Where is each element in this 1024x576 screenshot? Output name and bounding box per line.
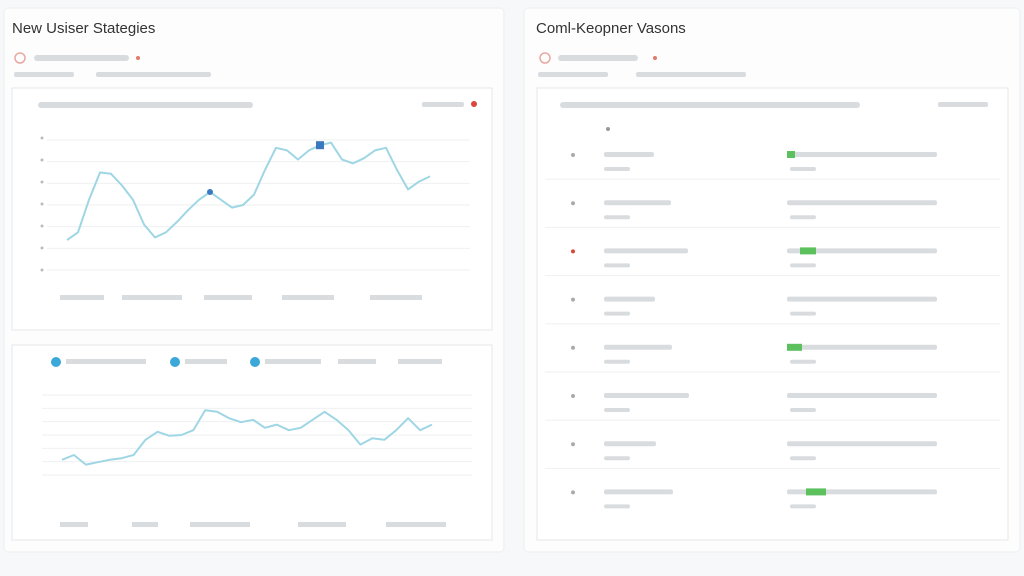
row-icon xyxy=(571,153,575,157)
row-subtext xyxy=(604,359,630,364)
row-badge xyxy=(806,488,826,496)
y-tick-dot xyxy=(40,268,44,272)
y-tick-dot xyxy=(40,180,44,184)
row-status xyxy=(787,200,937,206)
row-text xyxy=(604,489,673,495)
bottom-chart-card xyxy=(11,344,493,541)
row-text xyxy=(604,393,689,398)
row-icon xyxy=(571,297,575,302)
row-subtext xyxy=(604,504,630,509)
row-subtext xyxy=(604,311,630,316)
row-subtext xyxy=(604,408,630,412)
row-badge xyxy=(787,151,795,158)
right-toolbar xyxy=(538,52,746,77)
list-header-dot xyxy=(606,127,610,131)
row-substatus xyxy=(790,408,816,412)
y-tick-dot xyxy=(40,158,44,162)
row-substatus xyxy=(790,359,816,364)
row-icon xyxy=(571,490,575,495)
bottom-legend xyxy=(51,357,442,367)
row-status xyxy=(787,248,937,254)
row-substatus xyxy=(790,504,816,509)
row-subtext xyxy=(604,456,630,461)
bottom-axis xyxy=(60,522,446,527)
row-text xyxy=(604,441,656,447)
row-substatus xyxy=(790,311,816,316)
row-badge xyxy=(800,247,816,255)
row-substatus xyxy=(790,215,816,220)
row-text xyxy=(604,296,655,302)
top-chart-card xyxy=(11,87,493,331)
line xyxy=(66,141,431,241)
row-text xyxy=(604,344,672,350)
point-marker xyxy=(316,141,324,150)
row-status xyxy=(787,296,937,302)
row-substatus xyxy=(790,456,816,461)
top-axis xyxy=(60,295,422,300)
left-title: New Usiser Stategies xyxy=(12,20,155,37)
row-subtext xyxy=(604,263,630,268)
row-status xyxy=(787,344,937,350)
left-toolbar xyxy=(14,52,211,77)
row-status xyxy=(787,393,937,398)
row-substatus xyxy=(790,167,816,171)
legend xyxy=(422,102,464,107)
row-text xyxy=(604,248,688,254)
row-status xyxy=(787,441,937,447)
chart-caption xyxy=(38,102,253,108)
row-icon xyxy=(571,249,575,254)
row-icon xyxy=(571,201,575,206)
point-marker xyxy=(207,189,213,195)
row-icon xyxy=(571,345,575,350)
row-substatus xyxy=(790,263,816,268)
row-text xyxy=(604,152,654,157)
row-icon xyxy=(571,442,575,447)
row-text xyxy=(604,200,671,206)
y-tick-dot xyxy=(40,136,44,140)
row-subtext xyxy=(604,167,630,171)
y-tick-dot xyxy=(40,246,44,250)
list-filter xyxy=(938,102,988,107)
list-rows xyxy=(545,151,1000,509)
y-tick-dot xyxy=(40,224,44,228)
row-badge xyxy=(787,343,802,351)
row-subtext xyxy=(604,215,630,220)
row-icon xyxy=(571,394,575,398)
row-status xyxy=(787,152,937,157)
y-tick-dot xyxy=(40,202,44,206)
legend-dot xyxy=(471,101,477,107)
line xyxy=(61,409,433,466)
right-title: Coml-Keopner Vasons xyxy=(536,20,686,37)
list-caption xyxy=(560,102,860,108)
